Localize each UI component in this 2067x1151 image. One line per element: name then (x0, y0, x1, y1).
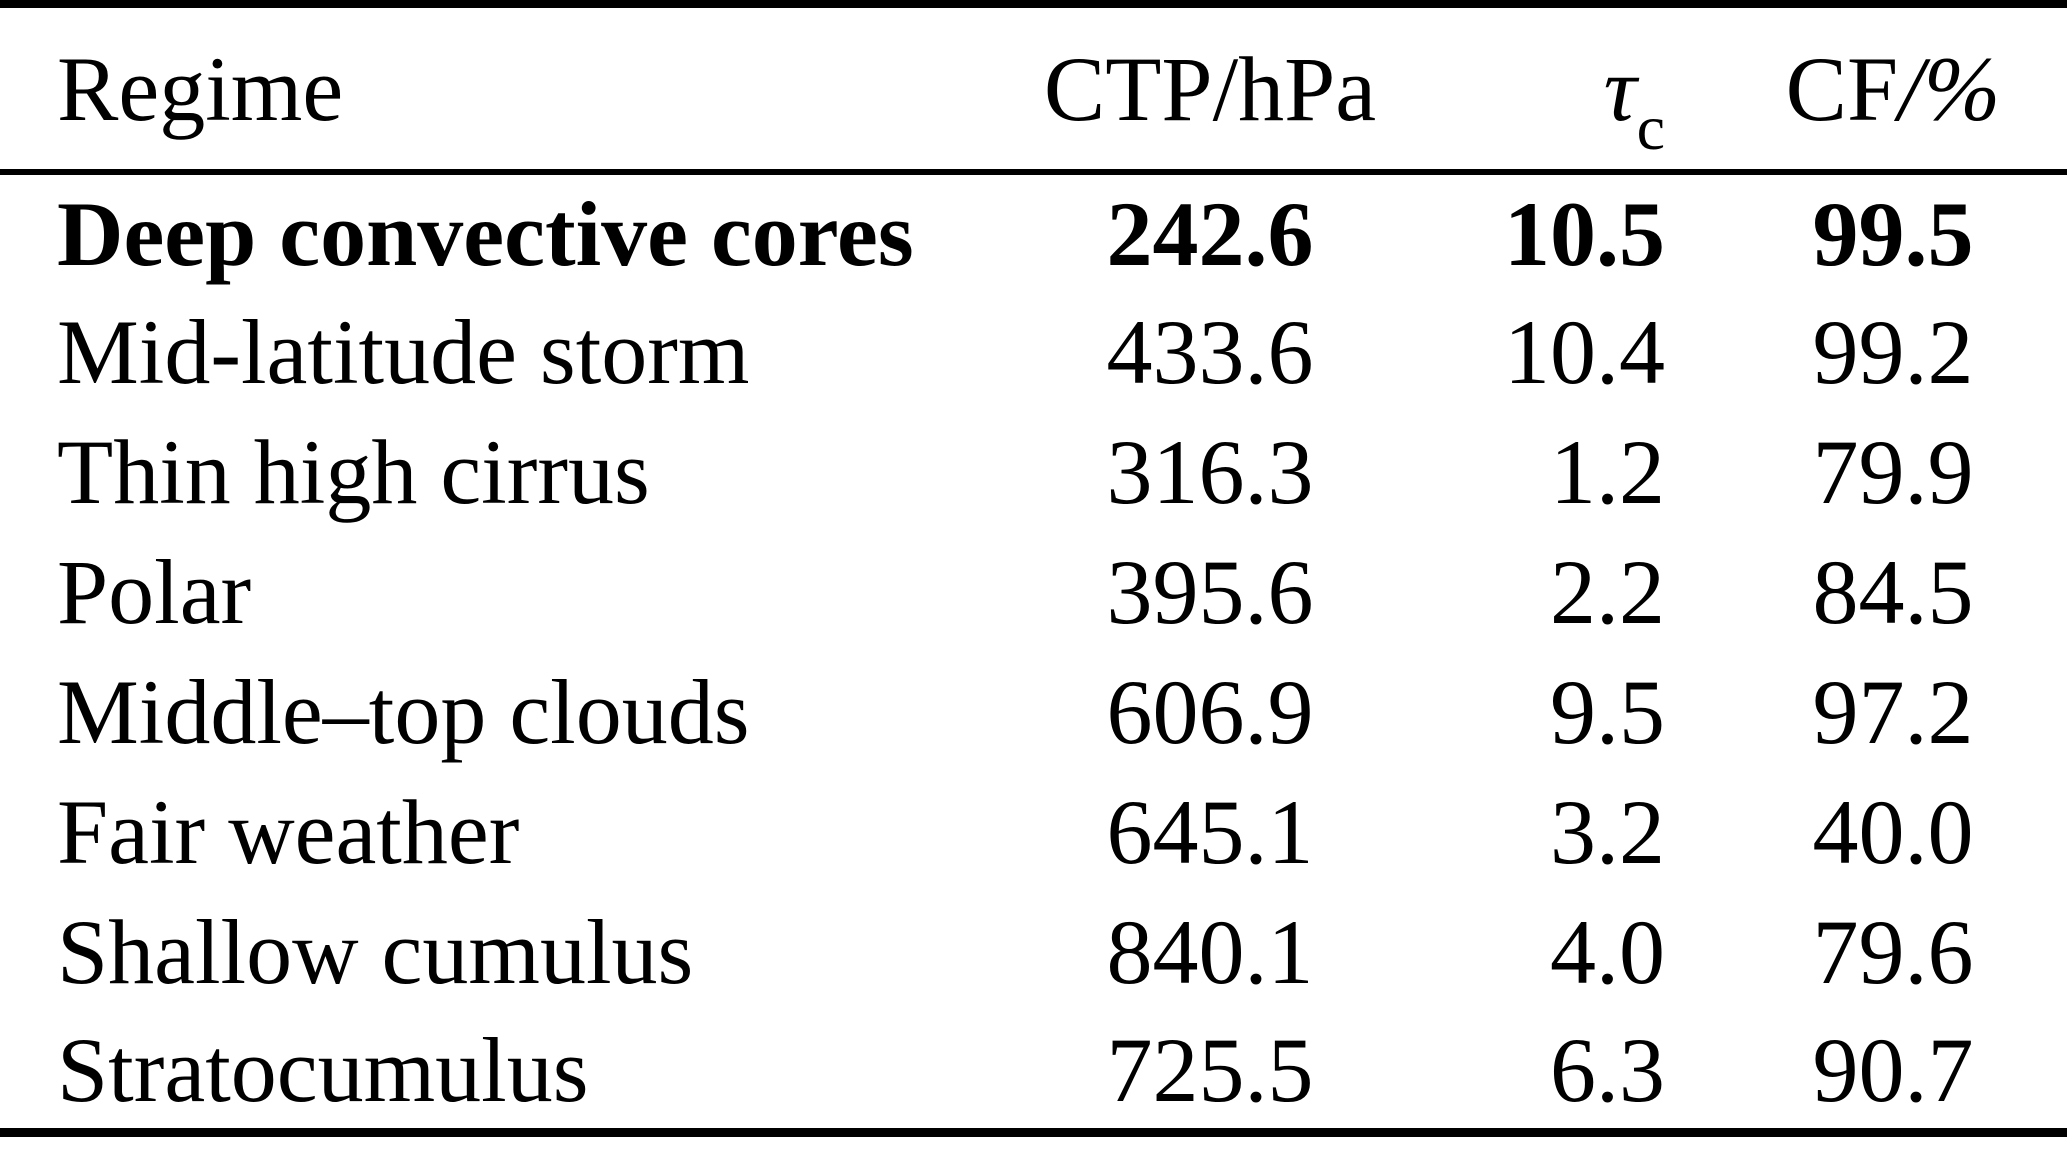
table-body: Deep convective cores 242.6 10.5 99.5 Mi… (0, 172, 2067, 1132)
regime-cell: Mid-latitude storm (57, 301, 750, 403)
ctp-cell: 316.3 (1106, 421, 1314, 523)
header-row: Regime CTP/hPa τc CF/% (0, 4, 2067, 172)
table-row: Stratocumulus 725.5 6.3 90.7 (0, 1012, 2067, 1132)
cf-cell: 79.6 (1812, 901, 1974, 1003)
cf-cell: 79.9 (1812, 421, 1974, 523)
tau-cell: 9.5 (1550, 661, 1665, 763)
col-header-ctp: CTP/hPa (1043, 37, 1377, 140)
table-row: Middle–top clouds 606.9 9.5 97.2 (0, 652, 2067, 772)
tau-subscript: c (1636, 92, 1665, 164)
regime-cell: Middle–top clouds (57, 661, 750, 763)
table-row: Fair weather 645.1 3.2 40.0 (0, 772, 2067, 892)
cf-cell: 97.2 (1812, 661, 1974, 763)
ctp-cell: 433.6 (1106, 301, 1314, 403)
col-header-cf: CF/% (1719, 4, 2067, 172)
col-header-regime: Regime (57, 37, 344, 140)
ctp-cell: 606.9 (1106, 661, 1314, 763)
tau-cell: 1.2 (1550, 421, 1665, 523)
table-row: Polar 395.6 2.2 84.5 (0, 532, 2067, 652)
ctp-cell: 645.1 (1106, 781, 1314, 883)
regime-cell: Stratocumulus (57, 1018, 589, 1121)
regime-cell: Shallow cumulus (57, 901, 694, 1003)
col-header-tau: τc (1379, 4, 1719, 172)
tau-cell: 10.5 (1504, 182, 1665, 285)
table-row: Deep convective cores 242.6 10.5 99.5 (0, 172, 2067, 292)
tau-cell: 6.3 (1550, 1018, 1665, 1121)
table-row: Mid-latitude storm 433.6 10.4 99.2 (0, 292, 2067, 412)
tau-cell: 3.2 (1550, 781, 1665, 883)
cf-cell: 40.0 (1812, 781, 1974, 883)
cf-unit-suffix: /% (1898, 37, 2001, 140)
regime-cell: Fair weather (57, 781, 520, 883)
ctp-cell: 725.5 (1106, 1018, 1314, 1121)
cf-label: CF (1785, 37, 1899, 140)
tau-cell: 2.2 (1550, 541, 1665, 643)
regime-cell: Deep convective cores (57, 182, 914, 285)
table-row: Thin high cirrus 316.3 1.2 79.9 (0, 412, 2067, 532)
tau-symbol: τ (1603, 37, 1637, 140)
tau-cell: 10.4 (1504, 301, 1665, 403)
cf-cell: 84.5 (1812, 541, 1974, 643)
table-row: Shallow cumulus 840.1 4.0 79.6 (0, 892, 2067, 1012)
cf-cell: 90.7 (1812, 1018, 1974, 1121)
ctp-cell: 840.1 (1106, 901, 1314, 1003)
cf-cell: 99.2 (1812, 301, 1974, 403)
ctp-cell: 395.6 (1106, 541, 1314, 643)
tau-cell: 4.0 (1550, 901, 1665, 1003)
ctp-cell: 242.6 (1106, 182, 1314, 285)
table-header: Regime CTP/hPa τc CF/% (0, 4, 2067, 172)
cf-cell: 99.5 (1812, 182, 1974, 285)
regime-cell: Polar (57, 541, 252, 643)
regime-cell: Thin high cirrus (57, 421, 650, 523)
